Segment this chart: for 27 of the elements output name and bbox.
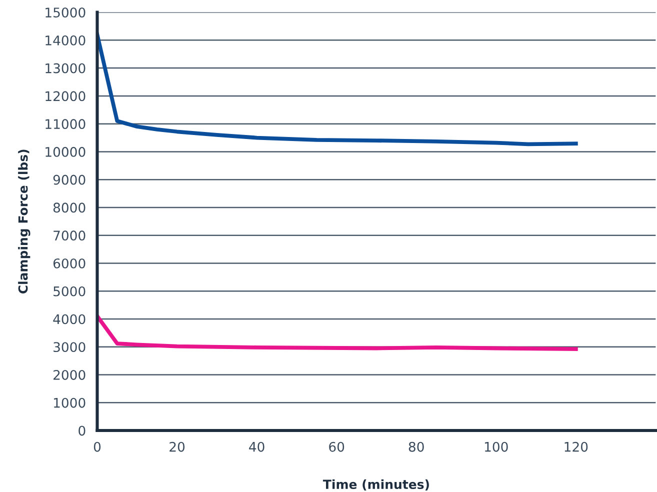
y-tick-label: 11000 — [46, 119, 86, 130]
y-axis-title: Clamping Force (lbs) — [18, 150, 30, 294]
y-tick-label: 10000 — [46, 146, 86, 157]
y-tick-label: 5000 — [54, 286, 86, 296]
x-tick-label: 100 — [484, 442, 508, 452]
y-tick-label: 9000 — [53, 174, 86, 185]
y-tick-label: 13000 — [46, 63, 86, 74]
y-tick-label: 4000 — [53, 314, 86, 324]
x-tick-label: 80 — [408, 442, 424, 452]
line-series — [97, 32, 578, 146]
y-tick-label: 12000 — [46, 91, 86, 102]
y-tick-label: 14000 — [46, 35, 86, 46]
x-tick-label: 40 — [249, 442, 264, 452]
x-axis-title: Time (minutes) — [322, 479, 429, 491]
y-tick-label: 2000 — [54, 370, 86, 380]
y-tick-label: 1000 — [54, 398, 86, 408]
y-tick-label: 3000 — [54, 342, 86, 352]
x-tick-label: 0 — [94, 442, 101, 452]
x-tick-label: 120 — [564, 442, 588, 452]
y-tick-label: 15000 — [46, 8, 86, 18]
x-tick-label: 60 — [329, 442, 344, 452]
x-tick-label: 20 — [170, 442, 185, 452]
y-tick-label: 8000 — [53, 202, 86, 213]
y-tick-label: 7000 — [54, 230, 86, 241]
line-series — [97, 314, 578, 352]
y-tick-label: 0 — [78, 426, 86, 436]
y-tick-label: 6000 — [53, 258, 86, 268]
